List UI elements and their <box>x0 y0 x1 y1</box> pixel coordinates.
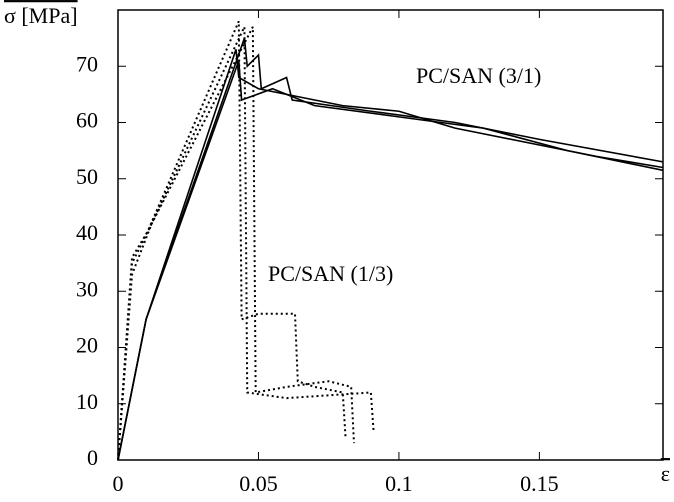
y-tick-label: 20 <box>76 333 98 358</box>
x-tick-label: 0.15 <box>520 471 559 496</box>
y-tick-label: 50 <box>76 164 98 189</box>
x-tick-label: 0.1 <box>385 471 413 496</box>
data-line <box>117 26 375 461</box>
data-line <box>117 20 347 461</box>
y-tick-label: 0 <box>87 445 98 470</box>
y-tick-label: 30 <box>76 276 98 301</box>
x-tick-label: 0.05 <box>239 471 278 496</box>
y-tick-label: 40 <box>76 220 98 245</box>
x-tick-label: 0 <box>113 471 124 496</box>
y-axis-label: σ [MPa] <box>4 3 78 28</box>
data-line <box>117 26 355 461</box>
x-axis-label: ε <box>661 461 670 486</box>
data-line <box>117 37 664 461</box>
data-line <box>117 60 664 461</box>
plot-frame <box>117 9 664 461</box>
annotation: PC/SAN (3/1) <box>416 63 541 88</box>
y-tick-label: 70 <box>76 51 98 76</box>
y-tick-label: 10 <box>76 389 98 414</box>
data-line <box>117 49 664 461</box>
annotation: PC/SAN (1/3) <box>268 261 393 286</box>
y-tick-label: 60 <box>76 108 98 133</box>
